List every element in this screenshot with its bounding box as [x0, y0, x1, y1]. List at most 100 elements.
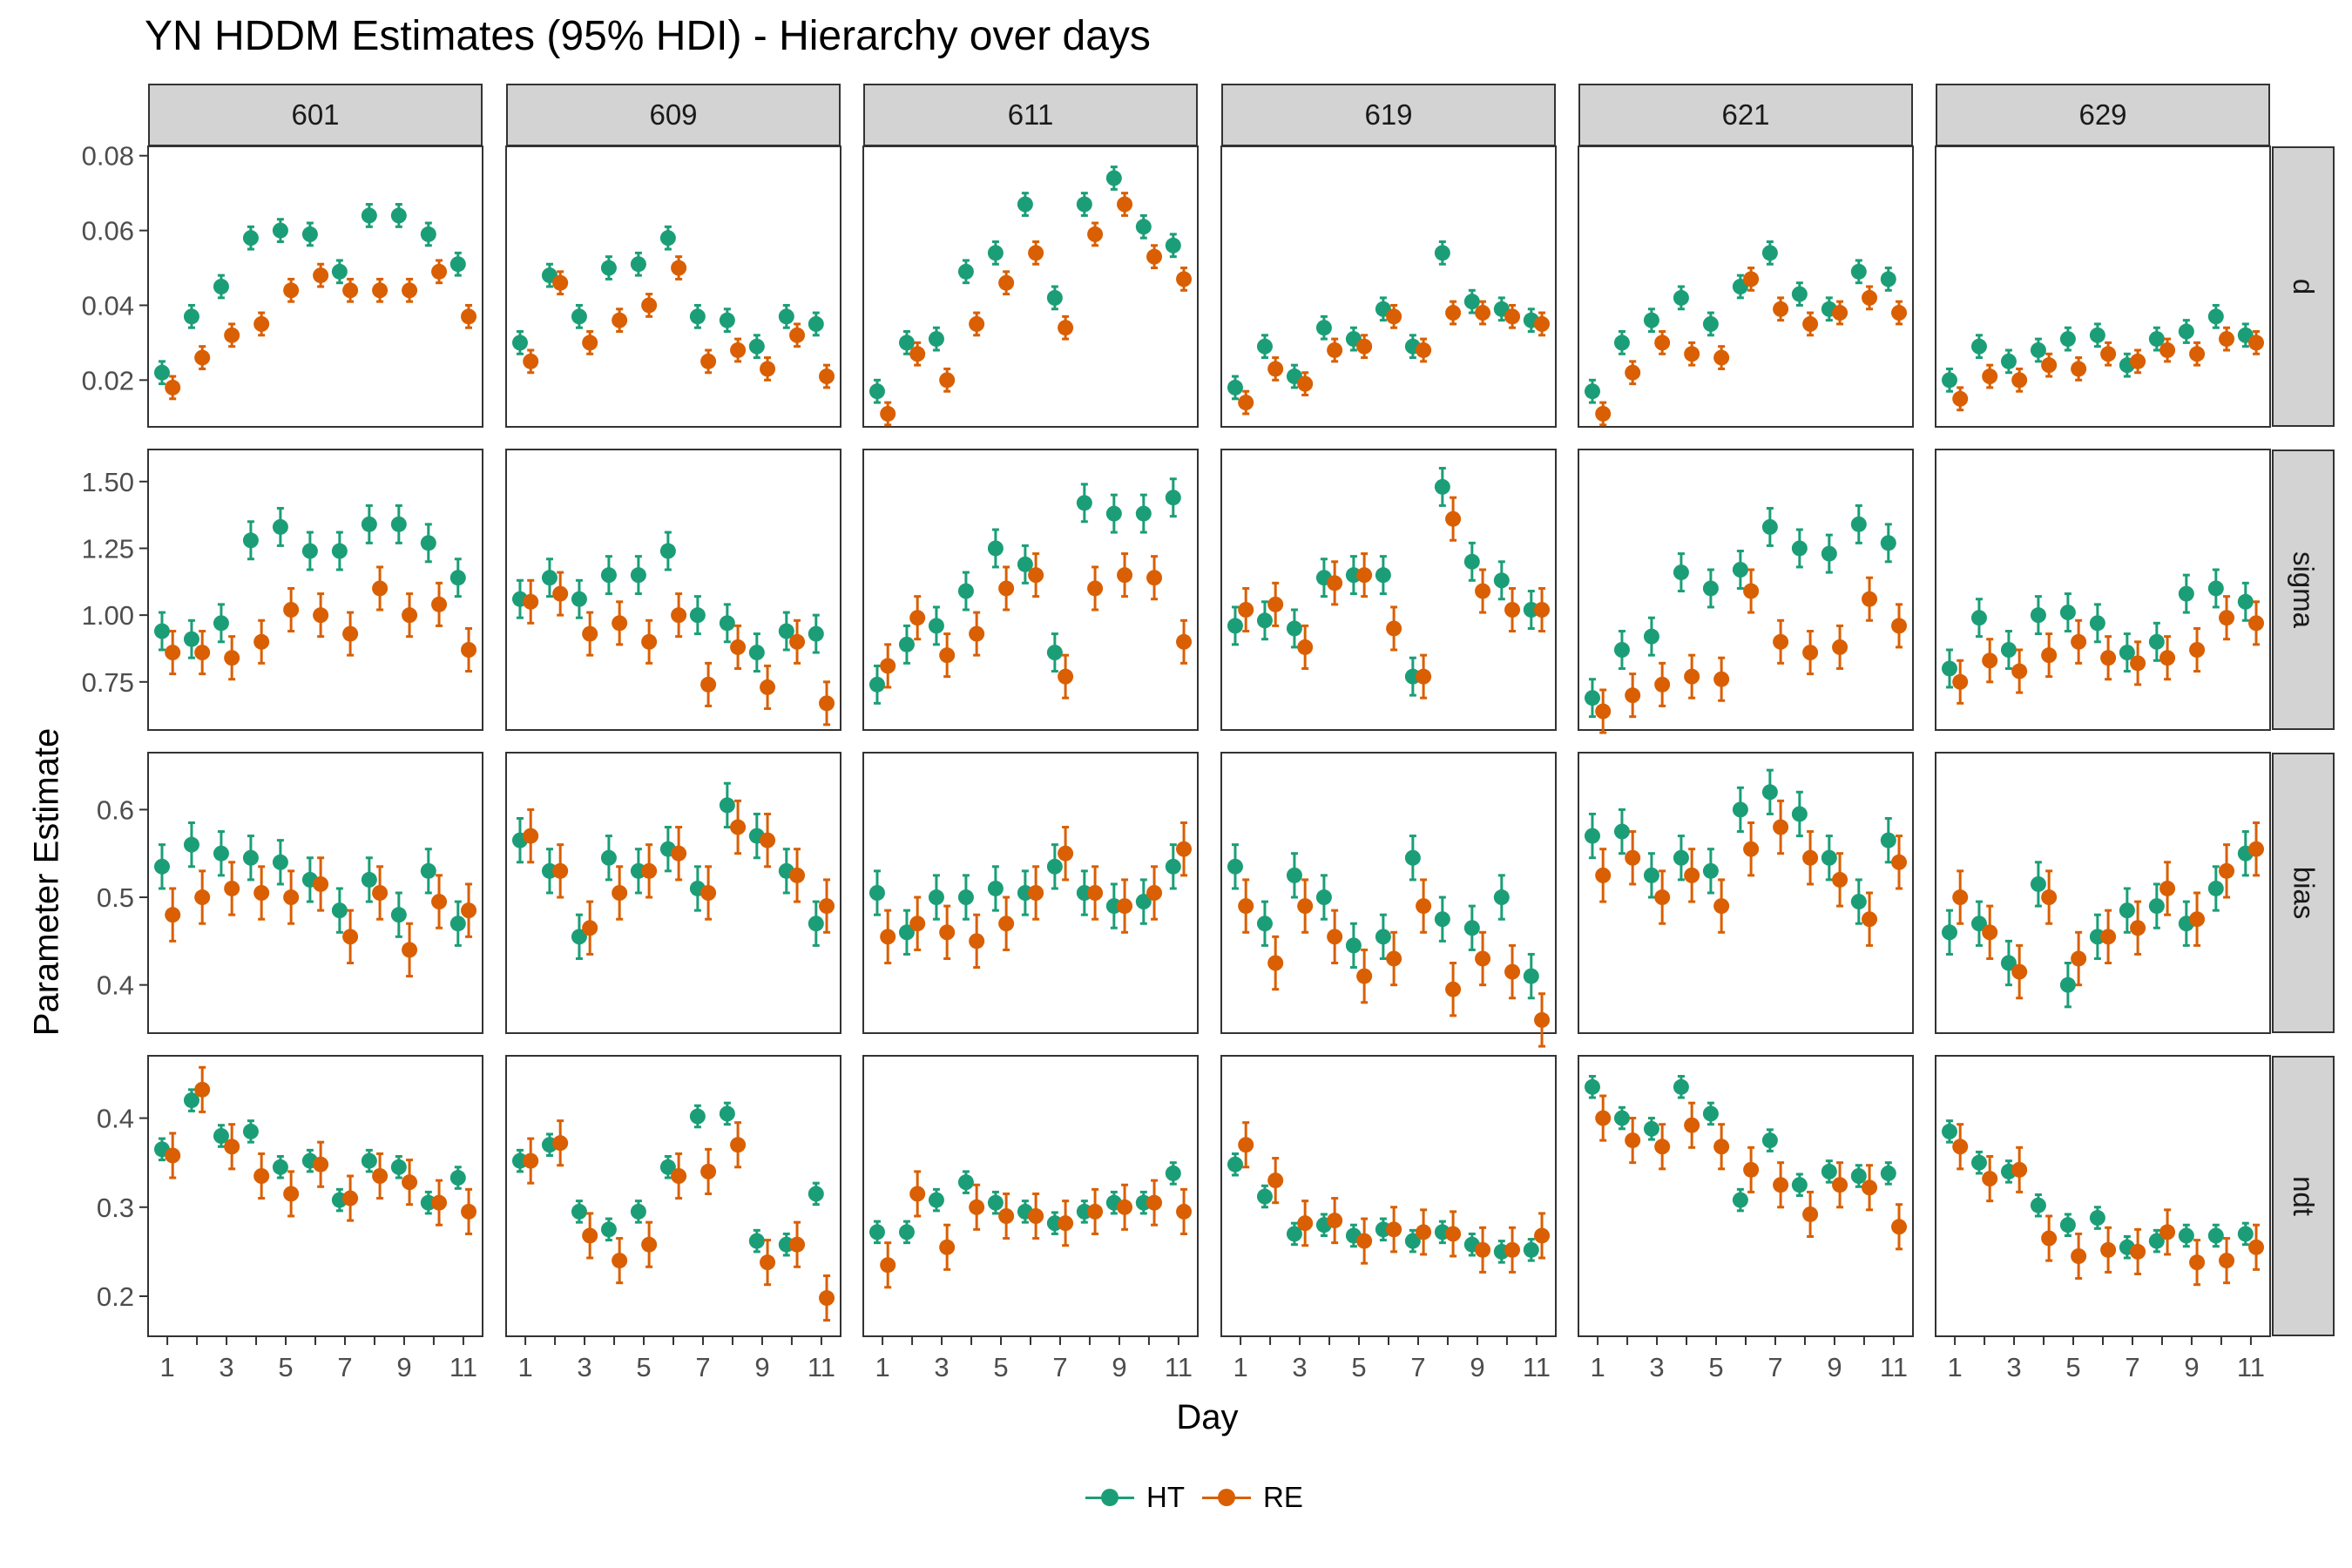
point-re-609-sigma-day2: [552, 585, 569, 602]
point-ht-609-sigma-day11: [808, 625, 824, 642]
point-re-619-d-day8: [1445, 305, 1462, 321]
point-re-619-sigma-day7: [1416, 668, 1432, 685]
point-re-611-sigma-day5: [998, 580, 1015, 597]
point-re-629-sigma-day9: [2189, 642, 2206, 658]
point-ht-611-d-day10: [1135, 219, 1152, 235]
y-tick-label-sigma-1.50: 1.50: [82, 467, 134, 497]
point-re-601-d-day10: [431, 263, 448, 280]
panel-621-bias: [1578, 752, 1914, 1034]
point-re-601-ndt-day3: [224, 1139, 240, 1155]
point-ht-621-d-day1: [1584, 383, 1600, 400]
legend-key-ht: [1085, 1484, 1134, 1511]
point-re-601-sigma-day4: [253, 633, 270, 650]
point-re-629-ndt-day3: [2011, 1161, 2028, 1178]
point-re-611-ndt-day11: [1176, 1203, 1193, 1220]
point-re-619-sigma-day10: [1504, 602, 1521, 618]
point-re-629-bias-day4: [2041, 889, 2058, 906]
y-tick-label-d-0.06: 0.06: [82, 216, 134, 247]
point-ht-609-sigma-day3: [571, 591, 587, 607]
point-ht-619-sigma-day3: [1286, 620, 1302, 637]
point-ht-621-bias-day4: [1673, 849, 1689, 866]
point-ht-629-sigma-day10: [2207, 580, 2224, 597]
point-re-619-sigma-day9: [1475, 583, 1491, 599]
point-ht-629-d-day3: [2000, 353, 2017, 369]
point-re-611-sigma-day4: [969, 625, 985, 642]
point-re-601-bias-day6: [313, 875, 329, 892]
point-ht-611-d-day8: [1076, 196, 1092, 213]
point-ht-629-sigma-day2: [1970, 610, 1987, 626]
point-ht-629-bias-day3: [2000, 955, 2017, 971]
point-re-619-sigma-day3: [1297, 639, 1314, 655]
point-re-611-d-day1: [880, 405, 896, 422]
point-ht-609-d-day11: [808, 315, 824, 332]
point-ht-609-ndt-day11: [808, 1186, 824, 1202]
point-re-609-sigma-day1: [523, 593, 539, 610]
point-re-611-bias-day3: [939, 924, 956, 941]
point-ht-611-bias-day3: [928, 889, 944, 906]
point-re-629-ndt-day4: [2041, 1230, 2058, 1247]
point-re-629-d-day7: [2130, 353, 2146, 369]
point-re-619-d-day5: [1356, 338, 1373, 355]
point-re-621-ndt-day3: [1654, 1139, 1671, 1155]
panel-609-ndt: [505, 1055, 841, 1337]
point-re-629-bias-day10: [2219, 862, 2235, 879]
point-re-611-d-day2: [909, 346, 926, 362]
point-re-619-ndt-day5: [1356, 1233, 1373, 1249]
point-ht-611-bias-day1: [868, 885, 885, 901]
x-tick-label-621-7: 7: [1767, 1352, 1782, 1382]
point-ht-619-bias-day1: [1227, 858, 1243, 875]
point-re-609-d-day4: [612, 312, 628, 328]
point-ht-619-ndt-day1: [1227, 1156, 1243, 1173]
x-tick-label-621-3: 3: [1649, 1352, 1664, 1382]
point-re-619-bias-day10: [1504, 963, 1521, 980]
point-re-601-sigma-day10: [431, 596, 448, 612]
point-re-619-ndt-day6: [1386, 1221, 1402, 1238]
point-re-601-bias-day9: [402, 942, 418, 958]
point-re-609-ndt-day11: [819, 1290, 835, 1307]
y-tick-label-sigma-1.25: 1.25: [82, 533, 134, 564]
x-tick-label-621-1: 1: [1590, 1352, 1605, 1382]
point-re-601-ndt-day11: [461, 1203, 477, 1220]
point-re-609-d-day11: [819, 368, 835, 385]
point-re-629-d-day4: [2041, 357, 2058, 374]
point-re-619-bias-day1: [1238, 898, 1254, 915]
point-ht-621-sigma-day1: [1584, 690, 1600, 706]
point-ht-619-bias-day9: [1463, 920, 1480, 936]
point-ht-609-ndt-day9: [748, 1233, 765, 1249]
point-ht-601-bias-day9: [390, 907, 407, 923]
point-ht-609-d-day4: [600, 260, 617, 276]
point-re-621-bias-day2: [1625, 849, 1641, 866]
x-tick-label-629-1: 1: [1947, 1352, 1962, 1382]
x-tick-label-601-1: 1: [159, 1352, 174, 1382]
point-re-621-ndt-day10: [1862, 1179, 1878, 1196]
panel-619-ndt: [1220, 1055, 1557, 1337]
point-re-621-bias-day3: [1654, 889, 1671, 906]
x-tick-label-621-9: 9: [1827, 1352, 1842, 1382]
point-ht-621-ndt-day10: [1850, 1168, 1867, 1184]
point-ht-621-bias-day11: [1880, 832, 1896, 848]
point-re-621-sigma-day7: [1773, 633, 1789, 650]
point-ht-611-sigma-day4: [957, 583, 974, 599]
point-re-629-sigma-day3: [2011, 663, 2028, 679]
point-ht-611-bias-day7: [1046, 858, 1063, 875]
point-re-611-ndt-day9: [1117, 1199, 1133, 1215]
point-re-619-bias-day11: [1534, 1011, 1551, 1028]
point-ht-609-sigma-day9: [748, 645, 765, 661]
point-re-609-d-day5: [641, 297, 658, 314]
point-re-609-ndt-day9: [760, 1254, 776, 1271]
panel-609-bias: [505, 752, 841, 1034]
point-ht-609-ndt-day3: [571, 1203, 587, 1220]
point-ht-621-sigma-day2: [1613, 642, 1630, 658]
point-ht-621-d-day4: [1673, 289, 1689, 306]
point-re-619-bias-day9: [1475, 950, 1491, 967]
point-re-609-bias-day8: [730, 819, 747, 835]
y-tick-label-ndt-0.3: 0.3: [97, 1193, 134, 1223]
point-re-601-ndt-day6: [313, 1156, 329, 1173]
point-re-629-ndt-day11: [2248, 1239, 2265, 1255]
point-re-619-sigma-day6: [1386, 620, 1402, 637]
point-re-609-sigma-day11: [819, 695, 835, 712]
point-re-601-ndt-day9: [402, 1174, 418, 1191]
x-tick-label-629-5: 5: [2065, 1352, 2080, 1382]
point-ht-629-sigma-day8: [2148, 633, 2165, 650]
point-ht-619-ndt-day3: [1286, 1226, 1302, 1242]
